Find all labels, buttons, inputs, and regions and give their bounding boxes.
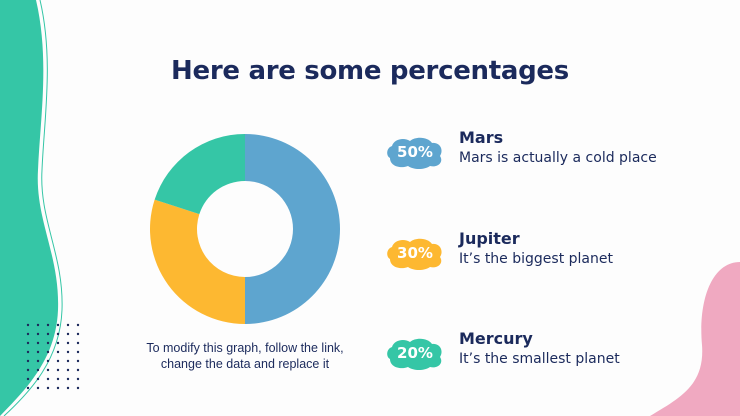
grid-dot	[76, 341, 80, 345]
badge-mercury: 20%	[384, 335, 446, 371]
cloud-badge-icon	[387, 238, 442, 270]
grid-dot	[46, 386, 50, 390]
grid-dot	[76, 386, 80, 390]
donut-slice-mars	[245, 134, 340, 324]
grid-dot	[36, 341, 40, 345]
grid-dot	[26, 350, 30, 354]
grid-dot	[26, 386, 30, 390]
item-name: Mars	[459, 128, 504, 147]
badge-mars: 50%	[384, 134, 446, 170]
badge-value: 30%	[397, 244, 433, 262]
grid-dot	[56, 323, 60, 327]
grid-dot	[26, 332, 30, 336]
badge-value: 50%	[397, 143, 433, 161]
grid-dot	[36, 359, 40, 363]
legend-item-mercury: 20% Mercury It’s the smallest planet	[384, 329, 724, 379]
chart-caption: To modify this graph, follow the link, c…	[120, 340, 370, 372]
dot-grid	[26, 323, 80, 390]
green-blob-left	[0, 0, 59, 416]
grid-dot	[66, 386, 70, 390]
grid-dot	[46, 350, 50, 354]
badge-jupiter: 30%	[384, 235, 446, 271]
cloud-badge-icon	[387, 338, 442, 370]
grid-dot	[76, 350, 80, 354]
grid-dot	[26, 377, 30, 381]
grid-dot	[26, 341, 30, 345]
grid-dot	[46, 323, 50, 327]
donut-chart	[150, 134, 340, 324]
cloud-badge-icon	[387, 137, 442, 169]
grid-dot	[36, 386, 40, 390]
grid-dot	[56, 368, 60, 372]
grid-dot	[76, 368, 80, 372]
badge-value: 20%	[397, 344, 433, 362]
item-description: It’s the biggest planet	[459, 251, 613, 267]
item-name: Mercury	[459, 329, 533, 348]
legend-item-jupiter: 30% Jupiter It’s the biggest planet	[384, 229, 724, 279]
page-title: Here are some percentages	[171, 56, 569, 86]
grid-dot	[66, 368, 70, 372]
item-name: Jupiter	[459, 229, 520, 248]
grid-dot	[56, 332, 60, 336]
grid-dot	[66, 341, 70, 345]
grid-dot	[36, 377, 40, 381]
caption-line-2: change the data and replace it	[160, 357, 330, 371]
grid-dot	[76, 332, 80, 336]
grid-dot	[76, 323, 80, 327]
green-blob-outline	[3, 0, 63, 416]
donut-slice-mercury	[154, 134, 245, 215]
grid-dot	[26, 359, 30, 363]
grid-dot	[46, 377, 50, 381]
grid-dot	[46, 341, 50, 345]
grid-dot	[36, 350, 40, 354]
grid-dot	[26, 368, 30, 372]
grid-dot	[56, 350, 60, 354]
grid-dot	[66, 359, 70, 363]
grid-dot	[36, 323, 40, 327]
grid-dot	[26, 323, 30, 327]
grid-dot	[56, 341, 60, 345]
grid-dot	[66, 332, 70, 336]
legend-item-mars: 50% Mars Mars is actually a cold place	[384, 128, 724, 178]
grid-dot	[46, 359, 50, 363]
grid-dot	[36, 332, 40, 336]
item-description: It’s the smallest planet	[459, 351, 620, 367]
caption-line-1: To modify this graph, follow the link,	[146, 341, 344, 355]
grid-dot	[66, 377, 70, 381]
pink-blob-right	[650, 262, 740, 416]
grid-dot	[76, 359, 80, 363]
grid-dot	[56, 377, 60, 381]
grid-dot	[76, 377, 80, 381]
grid-dot	[56, 386, 60, 390]
grid-dot	[46, 368, 50, 372]
grid-dot	[36, 368, 40, 372]
grid-dot	[56, 359, 60, 363]
donut-slice-jupiter	[150, 199, 245, 324]
grid-dot	[46, 332, 50, 336]
item-description: Mars is actually a cold place	[459, 150, 657, 166]
grid-dot	[66, 323, 70, 327]
grid-dot	[66, 350, 70, 354]
